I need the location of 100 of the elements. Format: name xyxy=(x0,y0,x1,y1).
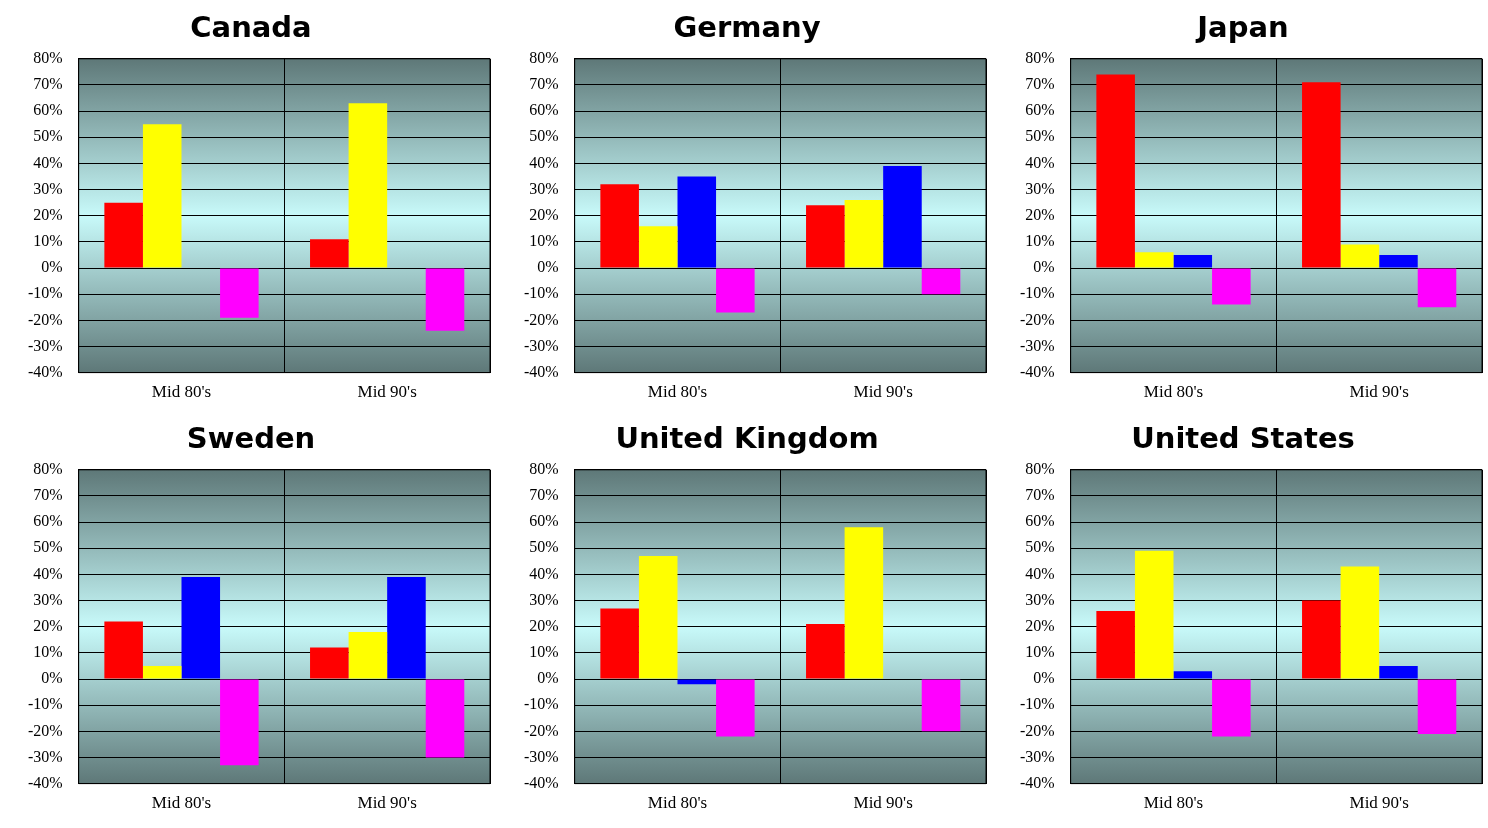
bar xyxy=(181,577,221,679)
y-tick-label: 50% xyxy=(529,538,559,556)
y-tick-label: 70% xyxy=(529,75,559,93)
bar xyxy=(677,176,717,268)
bar xyxy=(1173,254,1213,268)
x-tick-label: Mid 90's xyxy=(853,382,913,402)
y-tick-label: 50% xyxy=(529,127,559,145)
bar xyxy=(716,268,755,313)
y-tick-label: 30% xyxy=(529,179,559,197)
y-tick-label: -20% xyxy=(524,721,559,739)
y-tick-label: 50% xyxy=(1025,538,1055,556)
bar xyxy=(806,205,845,268)
x-tick-label: Mid 90's xyxy=(1349,382,1409,402)
x-tick-label: Mid 80's xyxy=(151,382,212,402)
x-tick-label: Mid 80's xyxy=(647,382,708,402)
y-tick-label: 20% xyxy=(529,616,559,634)
y-tick-label: 0% xyxy=(41,669,63,687)
y-tick-label: 0% xyxy=(537,258,559,276)
bar xyxy=(1340,566,1380,679)
y-tick-label: 0% xyxy=(41,258,63,276)
y-tick-label: 40% xyxy=(33,564,63,582)
y-tick-label: 10% xyxy=(1025,643,1055,661)
y-tick-label: 10% xyxy=(529,643,559,661)
x-tick-label: Mid 90's xyxy=(357,793,417,813)
bar xyxy=(600,608,639,679)
y-tick-label: 10% xyxy=(1025,232,1055,250)
y-tick-label: 10% xyxy=(33,232,63,250)
chart-title: Germany xyxy=(673,9,821,44)
y-tick-label: 20% xyxy=(1025,616,1055,634)
chart-title: United Kingdom xyxy=(615,420,879,455)
y-tick-label: -20% xyxy=(28,310,63,328)
y-tick-label: 80% xyxy=(1025,49,1055,66)
y-tick-label: 20% xyxy=(33,616,63,634)
y-tick-label: 60% xyxy=(1025,101,1055,119)
y-tick-label: 40% xyxy=(1025,564,1055,582)
y-tick-label: 70% xyxy=(1025,75,1055,93)
y-tick-label: 10% xyxy=(529,232,559,250)
bar xyxy=(1212,679,1251,737)
y-tick-label: -20% xyxy=(1020,721,1055,739)
y-tick-label: 80% xyxy=(33,49,63,66)
chart-title: United States xyxy=(1131,420,1355,455)
bar xyxy=(1134,252,1174,268)
y-tick-label: -40% xyxy=(524,362,559,380)
y-tick-label: 70% xyxy=(529,486,559,504)
y-tick-label: 30% xyxy=(1025,179,1055,197)
bar xyxy=(1096,74,1135,268)
bar xyxy=(716,679,755,737)
bar xyxy=(425,679,465,758)
y-tick-label: 80% xyxy=(529,460,559,477)
x-tick-label: Mid 80's xyxy=(1143,382,1204,402)
y-tick-label: 80% xyxy=(1025,460,1055,477)
y-tick-label: -10% xyxy=(1020,695,1055,713)
y-tick-label: 30% xyxy=(1025,590,1055,608)
y-tick-label: 20% xyxy=(529,205,559,223)
y-tick-label: -40% xyxy=(28,362,63,380)
x-tick-label: Mid 80's xyxy=(151,793,212,813)
bar xyxy=(310,647,349,679)
y-tick-label: 30% xyxy=(33,590,63,608)
y-tick-label: -30% xyxy=(1020,747,1055,765)
y-tick-label: -20% xyxy=(1020,310,1055,328)
bar xyxy=(104,202,143,268)
y-tick-label: -10% xyxy=(1020,284,1055,302)
bar xyxy=(806,624,845,679)
chart-title: Sweden xyxy=(186,420,316,455)
y-tick-label: 40% xyxy=(33,153,63,171)
bar xyxy=(921,268,961,295)
y-tick-label: 80% xyxy=(33,460,63,477)
y-tick-label: -20% xyxy=(28,721,63,739)
x-tick-label: Mid 80's xyxy=(1143,793,1204,813)
x-tick-label: Mid 90's xyxy=(853,793,913,813)
x-tick-label: Mid 90's xyxy=(357,382,417,402)
bar xyxy=(1379,254,1418,268)
y-tick-label: -30% xyxy=(1020,336,1055,354)
bar xyxy=(600,184,639,268)
y-tick-label: 50% xyxy=(1025,127,1055,145)
y-tick-label: 60% xyxy=(33,101,63,119)
y-tick-label: 10% xyxy=(33,643,63,661)
y-tick-label: -10% xyxy=(28,284,63,302)
y-tick-label: -30% xyxy=(28,336,63,354)
bar xyxy=(844,200,884,268)
y-tick-label: -30% xyxy=(524,747,559,765)
y-tick-label: -30% xyxy=(28,747,63,765)
bar xyxy=(1340,244,1380,268)
y-tick-label: 60% xyxy=(1025,512,1055,530)
bar xyxy=(638,556,678,679)
bar xyxy=(1417,268,1457,308)
bar xyxy=(104,621,143,679)
bar xyxy=(1134,550,1174,679)
y-tick-label: 40% xyxy=(1025,153,1055,171)
bar xyxy=(425,268,465,331)
bar xyxy=(348,103,388,268)
y-tick-label: 70% xyxy=(33,486,63,504)
y-tick-label: 0% xyxy=(1033,669,1055,687)
y-tick-label: 70% xyxy=(1025,486,1055,504)
x-tick-label: Mid 90's xyxy=(1349,793,1409,813)
x-tick-label: Mid 80's xyxy=(647,793,708,813)
y-tick-label: -40% xyxy=(524,773,559,791)
y-tick-label: -40% xyxy=(28,773,63,791)
y-tick-label: -10% xyxy=(524,284,559,302)
bar xyxy=(1417,679,1457,734)
